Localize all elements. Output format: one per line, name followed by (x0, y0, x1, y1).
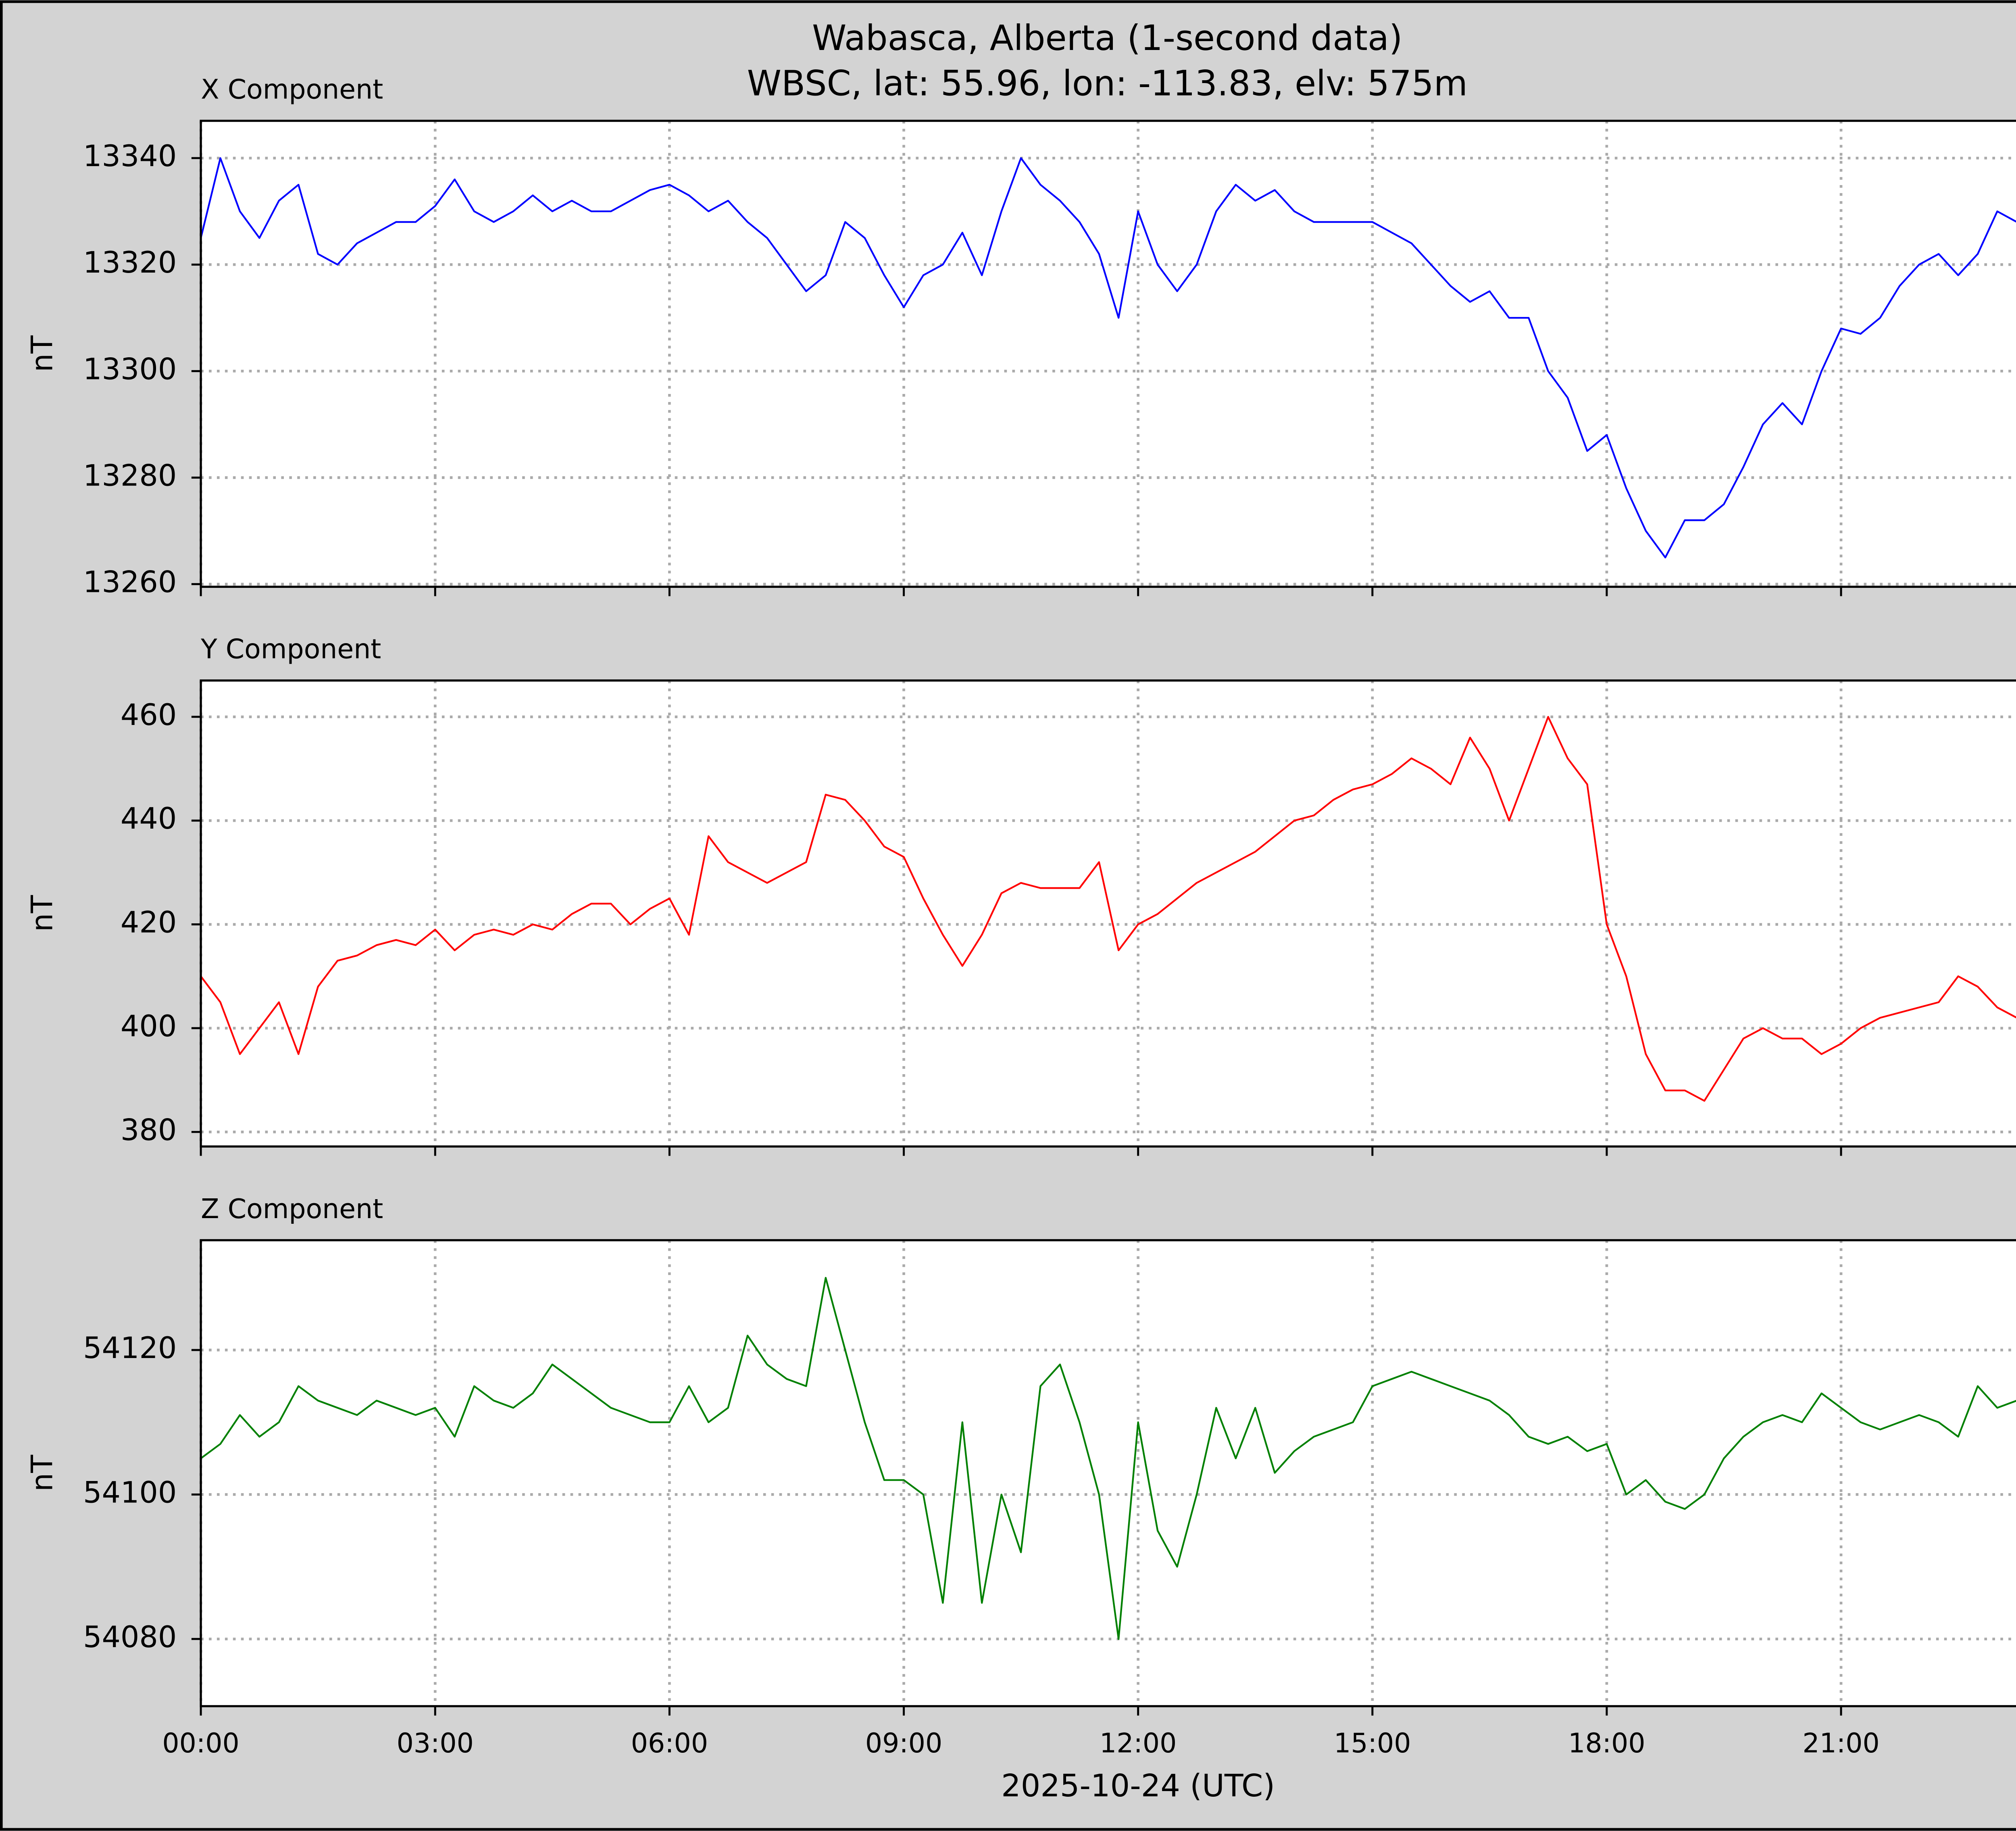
y-tick-label: 400 (121, 1009, 177, 1044)
y-tick-label: 420 (121, 906, 177, 940)
x-tick-label: 18:00 (1568, 1727, 1645, 1759)
y-tick-label: 460 (121, 698, 177, 732)
plot-frame (200, 679, 2016, 1148)
y-tick-label: 380 (121, 1113, 177, 1147)
plot-area (201, 680, 2016, 1147)
y-tick-label: 13280 (83, 459, 177, 493)
plot-frame (200, 119, 2016, 588)
y-tick-label: 54080 (83, 1620, 177, 1654)
y-tick-label: 13260 (83, 565, 177, 600)
x-tick-label: 21:00 (1802, 1727, 1879, 1759)
y-axis-label: nT (25, 895, 60, 932)
data-line (200, 157, 2016, 558)
y-tick-label: 13320 (83, 246, 177, 280)
plot-frame (200, 1239, 2016, 1708)
x-tick-label: 06:00 (631, 1727, 708, 1759)
y-tick-label: 13300 (83, 352, 177, 386)
x-tick-label: 03:00 (397, 1727, 474, 1759)
y-axis-label: nT (25, 1455, 60, 1491)
y-tick-label: 54120 (83, 1331, 177, 1365)
x-tick-label: 00:00 (162, 1727, 239, 1759)
x-tick-label: 09:00 (865, 1727, 942, 1759)
subplot-title: X Component (201, 74, 383, 105)
x-axis-label: 2025-10-24 (UTC) (1001, 1768, 1275, 1804)
figure-subtitle: WBSC, lat: 55.96, lon: -113.83, elv: 575… (747, 64, 1468, 104)
y-axis-label: nT (25, 335, 60, 372)
x-tick-label: 12:00 (1100, 1727, 1177, 1759)
subplot-title: Y Component (200, 633, 381, 665)
x-tick-label: 15:00 (1334, 1727, 1411, 1759)
y-tick-label: 54100 (83, 1475, 177, 1510)
data-line (200, 716, 2016, 1102)
plot-area (201, 1240, 2016, 1706)
y-tick-label: 440 (121, 802, 177, 836)
y-tick-label: 13340 (83, 139, 177, 173)
plot-area (201, 121, 2016, 587)
data-line (200, 1277, 2016, 1640)
figure-title: Wabasca, Alberta (1-second data) (812, 18, 1403, 58)
subplot-title: Z Component (201, 1193, 383, 1225)
